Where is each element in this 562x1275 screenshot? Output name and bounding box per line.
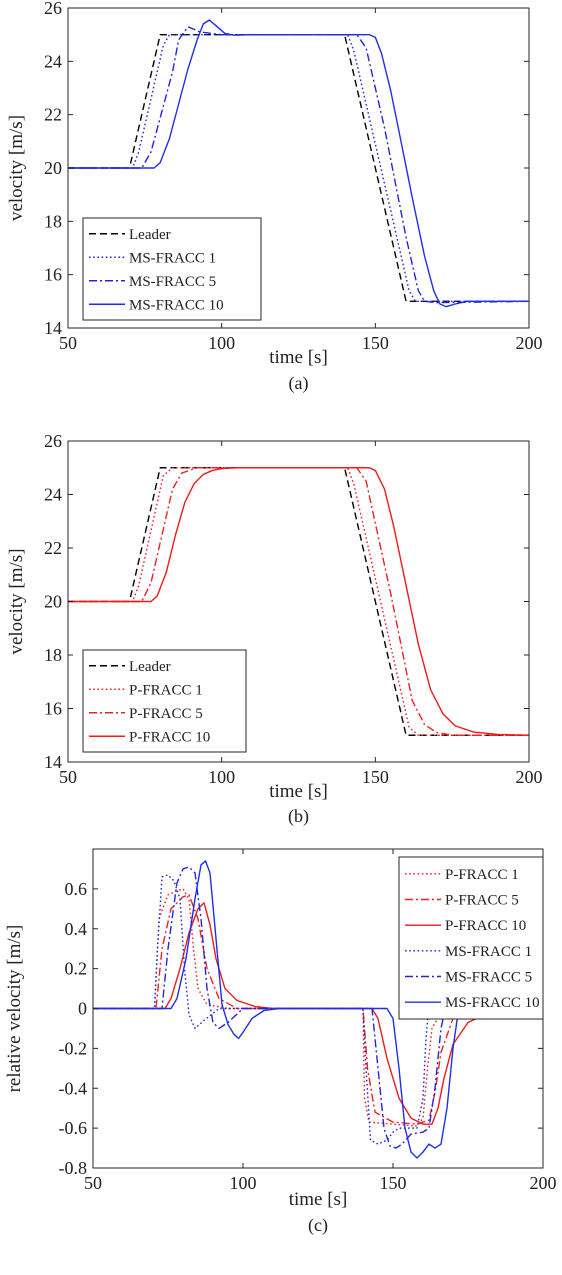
panel-caption: (c) [308, 1215, 328, 1236]
y-tick-label: 24 [44, 51, 62, 71]
y-tick-label: 20 [44, 158, 62, 178]
series-group [68, 19, 529, 308]
chart-panel-a: 50 100 150 200 14 16 18 20 22 24 26 time [s] velocit… [6, 0, 543, 394]
y-tick-label: 22 [44, 538, 62, 558]
y-tick-label: 20 [44, 592, 62, 612]
x-tick-label: 100 [208, 767, 235, 787]
y-tick-label: 24 [44, 485, 62, 505]
y-tick-label: 16 [44, 699, 62, 719]
x-tick-label: 150 [362, 333, 389, 353]
chart-panel-b: 50 100 150 200 14 16 18 20 22 24 26 time [s] velocit… [6, 431, 543, 827]
x-axis-label: time [s] [289, 1189, 348, 1210]
x-tick-label: 50 [59, 767, 77, 787]
x-tick-label: 100 [208, 333, 235, 353]
series-line-ms-fracc-1 [68, 33, 529, 303]
legend-label: P-FRACC 10 [129, 729, 210, 745]
legend: P-FRACC 1 P-FRACC 5 P-FRACC 10 MS-FRACC 1 MS… [398, 856, 544, 1020]
panel-caption: (b) [288, 806, 309, 827]
x-axis-label: time [s] [269, 347, 328, 368]
x-tick-label: 150 [380, 1173, 407, 1193]
series-group [68, 467, 529, 736]
legend-label: MS-FRACC 10 [129, 297, 224, 313]
legend-label: P-FRACC 5 [445, 893, 519, 909]
y-tick-label: -0.6 [59, 1118, 88, 1138]
series-line-p-fracc-10 [68, 467, 529, 736]
y-tick-label: 0 [78, 999, 87, 1019]
legend-label: P-FRACC 1 [129, 682, 203, 698]
x-tick-label: 200 [516, 767, 543, 787]
chart-panel-c: 50 100 150 200 -0.8 -0.6 -0.4 -0.2 0 0.2 0.4 0.6 tim… [4, 848, 557, 1236]
series-line-p-fracc-5 [93, 894, 543, 1125]
y-axis-label: velocity [m/s] [6, 115, 27, 221]
y-tick-label: 14 [44, 752, 62, 772]
y-tick-label: -0.2 [59, 1038, 88, 1058]
legend-label: MS-FRACC 10 [445, 995, 540, 1011]
legend-box [82, 217, 262, 321]
legend-label: MS-FRACC 5 [129, 274, 216, 290]
x-tick-label: 200 [530, 1173, 557, 1193]
y-tick-label: 0.6 [65, 879, 88, 899]
legend: Leader MS-FRACC 1 MS-FRACC 5 MS-FRACC 10 [82, 217, 262, 321]
legend-label: P-FRACC 1 [445, 867, 519, 883]
x-tick-label: 50 [59, 333, 77, 353]
legend-label: P-FRACC 10 [445, 918, 526, 934]
series-line-p-fracc-1 [93, 888, 543, 1127]
series-line-ms-fracc-5 [93, 866, 543, 1149]
panel-caption: (a) [289, 373, 309, 394]
y-axis-label: velocity [m/s] [6, 548, 27, 654]
y-tick-label: 0.2 [65, 959, 88, 979]
legend-box [82, 649, 247, 753]
y-tick-label: 18 [44, 211, 62, 231]
y-tick-label: 26 [44, 431, 62, 451]
y-tick-label: 16 [44, 265, 62, 285]
y-tick-label: 18 [44, 645, 62, 665]
legend-label: MS-FRACC 5 [445, 970, 532, 986]
legend-box [398, 856, 544, 1020]
y-tick-label: 14 [44, 318, 62, 338]
x-tick-label: 200 [516, 333, 543, 353]
legend-label: MS-FRACC 1 [129, 250, 216, 266]
legend-label: P-FRACC 5 [129, 706, 203, 722]
x-tick-label: 100 [230, 1173, 257, 1193]
y-tick-label: 26 [44, 0, 62, 18]
legend-label: MS-FRACC 1 [445, 944, 532, 960]
x-axis-label: time [s] [269, 781, 328, 802]
x-tick-label: 150 [362, 767, 389, 787]
legend: Leader P-FRACC 1 P-FRACC 5 P-FRACC 10 [82, 649, 247, 753]
y-axis-label: relative velocity [m/s] [4, 925, 25, 1093]
series-line-ms-fracc-10 [68, 19, 529, 308]
y-tick-label: -0.8 [59, 1158, 88, 1178]
x-tick-label: 50 [84, 1173, 102, 1193]
legend-label: Leader [129, 659, 171, 675]
legend-label: Leader [129, 227, 171, 243]
y-tick-label: -0.4 [59, 1078, 88, 1098]
y-tick-label: 22 [44, 105, 62, 125]
y-tick-label: 0.4 [65, 919, 88, 939]
